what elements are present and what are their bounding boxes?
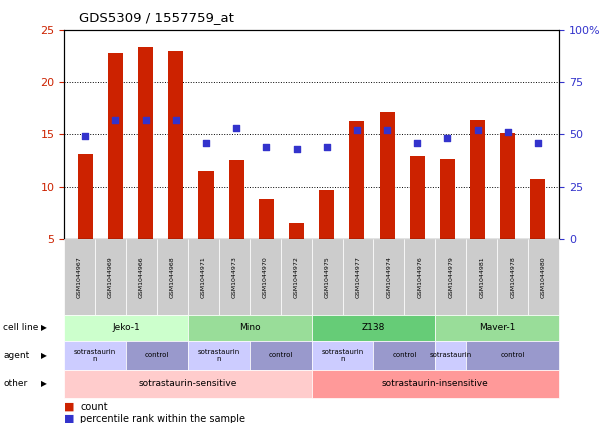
Text: control: control: [392, 352, 417, 358]
Text: GSM1044970: GSM1044970: [263, 256, 268, 298]
Bar: [349, 121, 364, 239]
Point: [201, 139, 211, 146]
Point: [533, 139, 543, 146]
Point: [352, 127, 362, 134]
Text: ■: ■: [64, 414, 75, 423]
Point: [503, 129, 513, 136]
Text: sotrastaurin
n: sotrastaurin n: [321, 349, 364, 362]
Point: [322, 143, 332, 150]
Bar: [259, 199, 274, 239]
Text: agent: agent: [3, 351, 29, 360]
Text: cell line: cell line: [3, 323, 38, 332]
Text: Z138: Z138: [362, 323, 385, 332]
Text: GSM1044979: GSM1044979: [448, 256, 453, 298]
Text: percentile rank within the sample: percentile rank within the sample: [80, 414, 245, 423]
Text: GSM1044978: GSM1044978: [510, 256, 515, 298]
Bar: [78, 154, 93, 239]
Bar: [530, 179, 546, 239]
Text: count: count: [80, 402, 108, 412]
Text: GSM1044975: GSM1044975: [324, 256, 329, 298]
Bar: [470, 120, 485, 239]
Text: ▶: ▶: [41, 323, 47, 332]
Text: GSM1044969: GSM1044969: [108, 256, 113, 298]
Point: [111, 116, 120, 123]
Bar: [168, 51, 183, 239]
Point: [171, 116, 181, 123]
Text: Mino: Mino: [239, 323, 260, 332]
Bar: [289, 223, 304, 239]
Point: [81, 133, 90, 140]
Text: control: control: [268, 352, 293, 358]
Text: GSM1044981: GSM1044981: [479, 256, 485, 298]
Text: sotrastaurin: sotrastaurin: [430, 352, 472, 358]
Text: ■: ■: [64, 402, 75, 412]
Point: [291, 146, 301, 152]
Bar: [108, 52, 123, 239]
Bar: [379, 113, 395, 239]
Bar: [500, 133, 515, 239]
Point: [382, 127, 392, 134]
Text: ▶: ▶: [41, 351, 47, 360]
Text: GSM1044968: GSM1044968: [170, 256, 175, 298]
Text: GSM1044967: GSM1044967: [77, 256, 82, 298]
Text: sotrastaurin
n: sotrastaurin n: [198, 349, 240, 362]
Text: control: control: [500, 352, 525, 358]
Point: [412, 139, 422, 146]
Bar: [440, 159, 455, 239]
Text: ▶: ▶: [41, 379, 47, 388]
Text: other: other: [3, 379, 27, 388]
Text: sotrastaurin-insensitive: sotrastaurin-insensitive: [382, 379, 489, 388]
Text: Maver-1: Maver-1: [479, 323, 516, 332]
Bar: [199, 171, 213, 239]
Text: GSM1044973: GSM1044973: [232, 256, 237, 298]
Point: [262, 143, 271, 150]
Bar: [319, 190, 334, 239]
Text: GSM1044972: GSM1044972: [294, 256, 299, 298]
Point: [141, 116, 150, 123]
Text: GSM1044971: GSM1044971: [201, 256, 206, 298]
Text: control: control: [145, 352, 169, 358]
Text: sotrastaurin-sensitive: sotrastaurin-sensitive: [139, 379, 237, 388]
Text: GSM1044966: GSM1044966: [139, 256, 144, 298]
Bar: [410, 156, 425, 239]
Point: [442, 135, 452, 142]
Text: GSM1044980: GSM1044980: [541, 256, 546, 298]
Text: GDS5309 / 1557759_at: GDS5309 / 1557759_at: [79, 11, 234, 24]
Text: Jeko-1: Jeko-1: [112, 323, 140, 332]
Point: [232, 125, 241, 132]
Point: [473, 127, 483, 134]
Text: sotrastaurin
n: sotrastaurin n: [74, 349, 116, 362]
Bar: [138, 47, 153, 239]
Text: GSM1044976: GSM1044976: [417, 256, 422, 298]
Bar: [229, 160, 244, 239]
Text: GSM1044977: GSM1044977: [356, 256, 360, 298]
Text: GSM1044974: GSM1044974: [386, 256, 392, 298]
